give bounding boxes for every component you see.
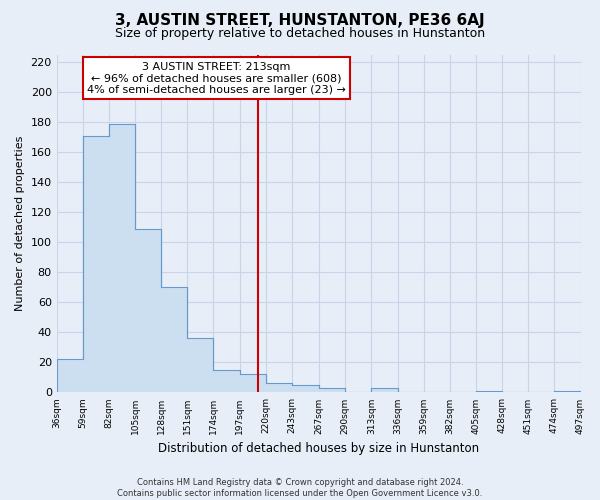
Text: Size of property relative to detached houses in Hunstanton: Size of property relative to detached ho… bbox=[115, 28, 485, 40]
Text: Contains HM Land Registry data © Crown copyright and database right 2024.
Contai: Contains HM Land Registry data © Crown c… bbox=[118, 478, 482, 498]
Y-axis label: Number of detached properties: Number of detached properties bbox=[15, 136, 25, 312]
Text: 3 AUSTIN STREET: 213sqm
← 96% of detached houses are smaller (608)
4% of semi-de: 3 AUSTIN STREET: 213sqm ← 96% of detache… bbox=[87, 62, 346, 95]
Text: 3, AUSTIN STREET, HUNSTANTON, PE36 6AJ: 3, AUSTIN STREET, HUNSTANTON, PE36 6AJ bbox=[115, 12, 485, 28]
X-axis label: Distribution of detached houses by size in Hunstanton: Distribution of detached houses by size … bbox=[158, 442, 479, 455]
